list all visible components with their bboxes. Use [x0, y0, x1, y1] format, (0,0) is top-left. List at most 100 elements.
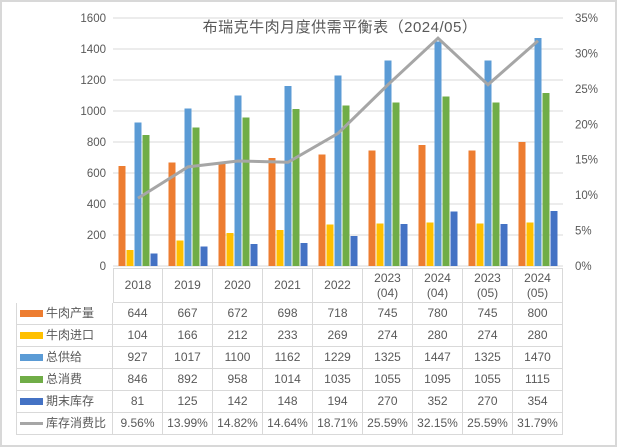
bar-total-consumption	[492, 102, 500, 266]
table-value-total-consumption: 892	[163, 369, 213, 391]
bar-total-consumption	[542, 93, 550, 266]
bar-total-supply	[484, 60, 492, 266]
table-corner-cell	[16, 268, 113, 303]
table-value-ending-inventory: 81	[113, 391, 163, 413]
table-header-category: 2023 (05)	[463, 268, 513, 303]
table-value-total-consumption: 1055	[463, 369, 513, 391]
bar-beef-import	[526, 222, 534, 266]
left-axis-tick-label: 200	[87, 230, 106, 242]
table-value-total-supply: 1325	[363, 347, 413, 369]
left-axis-tick-label: 800	[87, 137, 106, 149]
bar-total-consumption	[342, 105, 350, 266]
bar-total-supply	[534, 38, 542, 267]
table-value-inventory-consumption-ratio: 14.64%	[263, 413, 313, 435]
left-axis-tick-label: 400	[87, 199, 106, 211]
table-value-beef-production: 667	[163, 303, 213, 325]
bar-beef-production	[468, 150, 476, 266]
table-value-beef-import: 274	[463, 325, 513, 347]
legend-label-ending-inventory: 期末库存	[46, 394, 95, 408]
legend-cell-ending-inventory: 期末库存	[16, 391, 113, 413]
table-value-beef-production: 745	[363, 303, 413, 325]
bar-beef-import	[226, 233, 234, 266]
table-header-category: 2023 (04)	[363, 268, 413, 303]
table-value-ending-inventory: 125	[163, 391, 213, 413]
right-axis-tick-label: 30%	[575, 48, 598, 60]
bar-beef-production	[318, 154, 326, 266]
table-value-ending-inventory: 270	[463, 391, 513, 413]
table-value-inventory-consumption-ratio: 25.59%	[363, 413, 413, 435]
right-axis-tick-label: 35%	[575, 13, 598, 25]
right-axis-tick-label: 15%	[575, 155, 598, 167]
table-value-total-supply: 927	[113, 347, 163, 369]
table-value-inventory-consumption-ratio: 32.15%	[413, 413, 463, 435]
table-value-inventory-consumption-ratio: 25.59%	[463, 413, 513, 435]
bar-ending-inventory	[150, 253, 158, 266]
bar-ending-inventory	[350, 235, 358, 266]
right-axis-tick-label: 5%	[575, 226, 592, 238]
table-value-beef-import: 233	[263, 325, 313, 347]
left-axis-tick-label: 0	[100, 261, 106, 273]
table-value-beef-production: 780	[413, 303, 463, 325]
legend-marker-beef-import	[20, 332, 43, 339]
table-header-category: 2024 (04)	[413, 268, 463, 303]
table-header-category: 2021	[263, 268, 313, 303]
legend-label-inventory-consumption-ratio: 库存消费比	[46, 416, 107, 430]
table-value-beef-import: 269	[313, 325, 363, 347]
table-value-total-supply: 1162	[263, 347, 313, 369]
bar-total-supply	[334, 75, 342, 266]
bar-ending-inventory	[200, 246, 208, 266]
table-value-inventory-consumption-ratio: 18.71%	[313, 413, 363, 435]
table-value-beef-import: 212	[213, 325, 263, 347]
bar-total-supply	[434, 41, 442, 267]
bar-beef-import	[426, 222, 434, 266]
bar-total-consumption	[292, 108, 300, 266]
table-header-category: 2022	[313, 268, 363, 303]
bar-beef-import	[126, 249, 134, 266]
table-value-total-supply: 1100	[213, 347, 263, 369]
table-value-total-consumption: 1095	[413, 369, 463, 391]
legend-cell-total-consumption: 总消费	[16, 369, 113, 391]
bar-beef-import	[376, 223, 384, 266]
table-value-ending-inventory: 148	[263, 391, 313, 413]
legend-marker-inventory-consumption-ratio	[20, 422, 43, 425]
table-value-beef-import: 104	[113, 325, 163, 347]
bar-total-supply	[384, 60, 392, 266]
table-value-total-supply: 1017	[163, 347, 213, 369]
bar-beef-production	[218, 161, 226, 266]
bar-total-supply	[184, 108, 192, 267]
table-value-beef-production: 800	[513, 303, 563, 325]
legend-label-total-consumption: 总消费	[46, 372, 83, 386]
table-value-total-consumption: 1115	[513, 369, 563, 391]
legend-marker-total-supply	[20, 354, 43, 361]
table-header-category: 2018	[113, 268, 163, 303]
table-value-inventory-consumption-ratio: 13.99%	[163, 413, 213, 435]
left-axis-tick-label: 1200	[80, 75, 106, 87]
table-value-ending-inventory: 354	[513, 391, 563, 413]
table-header-category: 2020	[213, 268, 263, 303]
left-axis-tick-label: 1000	[80, 106, 106, 118]
bar-beef-production	[168, 162, 176, 266]
bar-ending-inventory	[450, 211, 458, 266]
table-value-ending-inventory: 194	[313, 391, 363, 413]
table-value-inventory-consumption-ratio: 9.56%	[113, 413, 163, 435]
table-value-beef-production: 745	[463, 303, 513, 325]
bar-beef-import	[276, 229, 284, 266]
data-table: 2018 2019 2020 2021 2022 2023 (04) 2024 (04) 20…	[16, 268, 563, 435]
table-value-beef-import: 280	[413, 325, 463, 347]
bar-ending-inventory	[400, 224, 408, 266]
chart-title: 布瑞克牛肉月度供需平衡表（2024/05）	[202, 19, 478, 36]
bar-beef-production	[518, 142, 526, 266]
bar-beef-production	[118, 166, 126, 266]
right-axis-tick-label: 10%	[575, 190, 598, 202]
table-value-total-supply: 1229	[313, 347, 363, 369]
table-value-beef-production: 672	[213, 303, 263, 325]
right-axis-tick-label: 20%	[575, 119, 598, 131]
table-value-total-consumption: 1014	[263, 369, 313, 391]
table-value-ending-inventory: 352	[413, 391, 463, 413]
right-axis-tick-label: 25%	[575, 84, 598, 96]
bar-total-consumption	[442, 96, 450, 267]
table-value-total-supply: 1325	[463, 347, 513, 369]
table-value-beef-import: 280	[513, 325, 563, 347]
